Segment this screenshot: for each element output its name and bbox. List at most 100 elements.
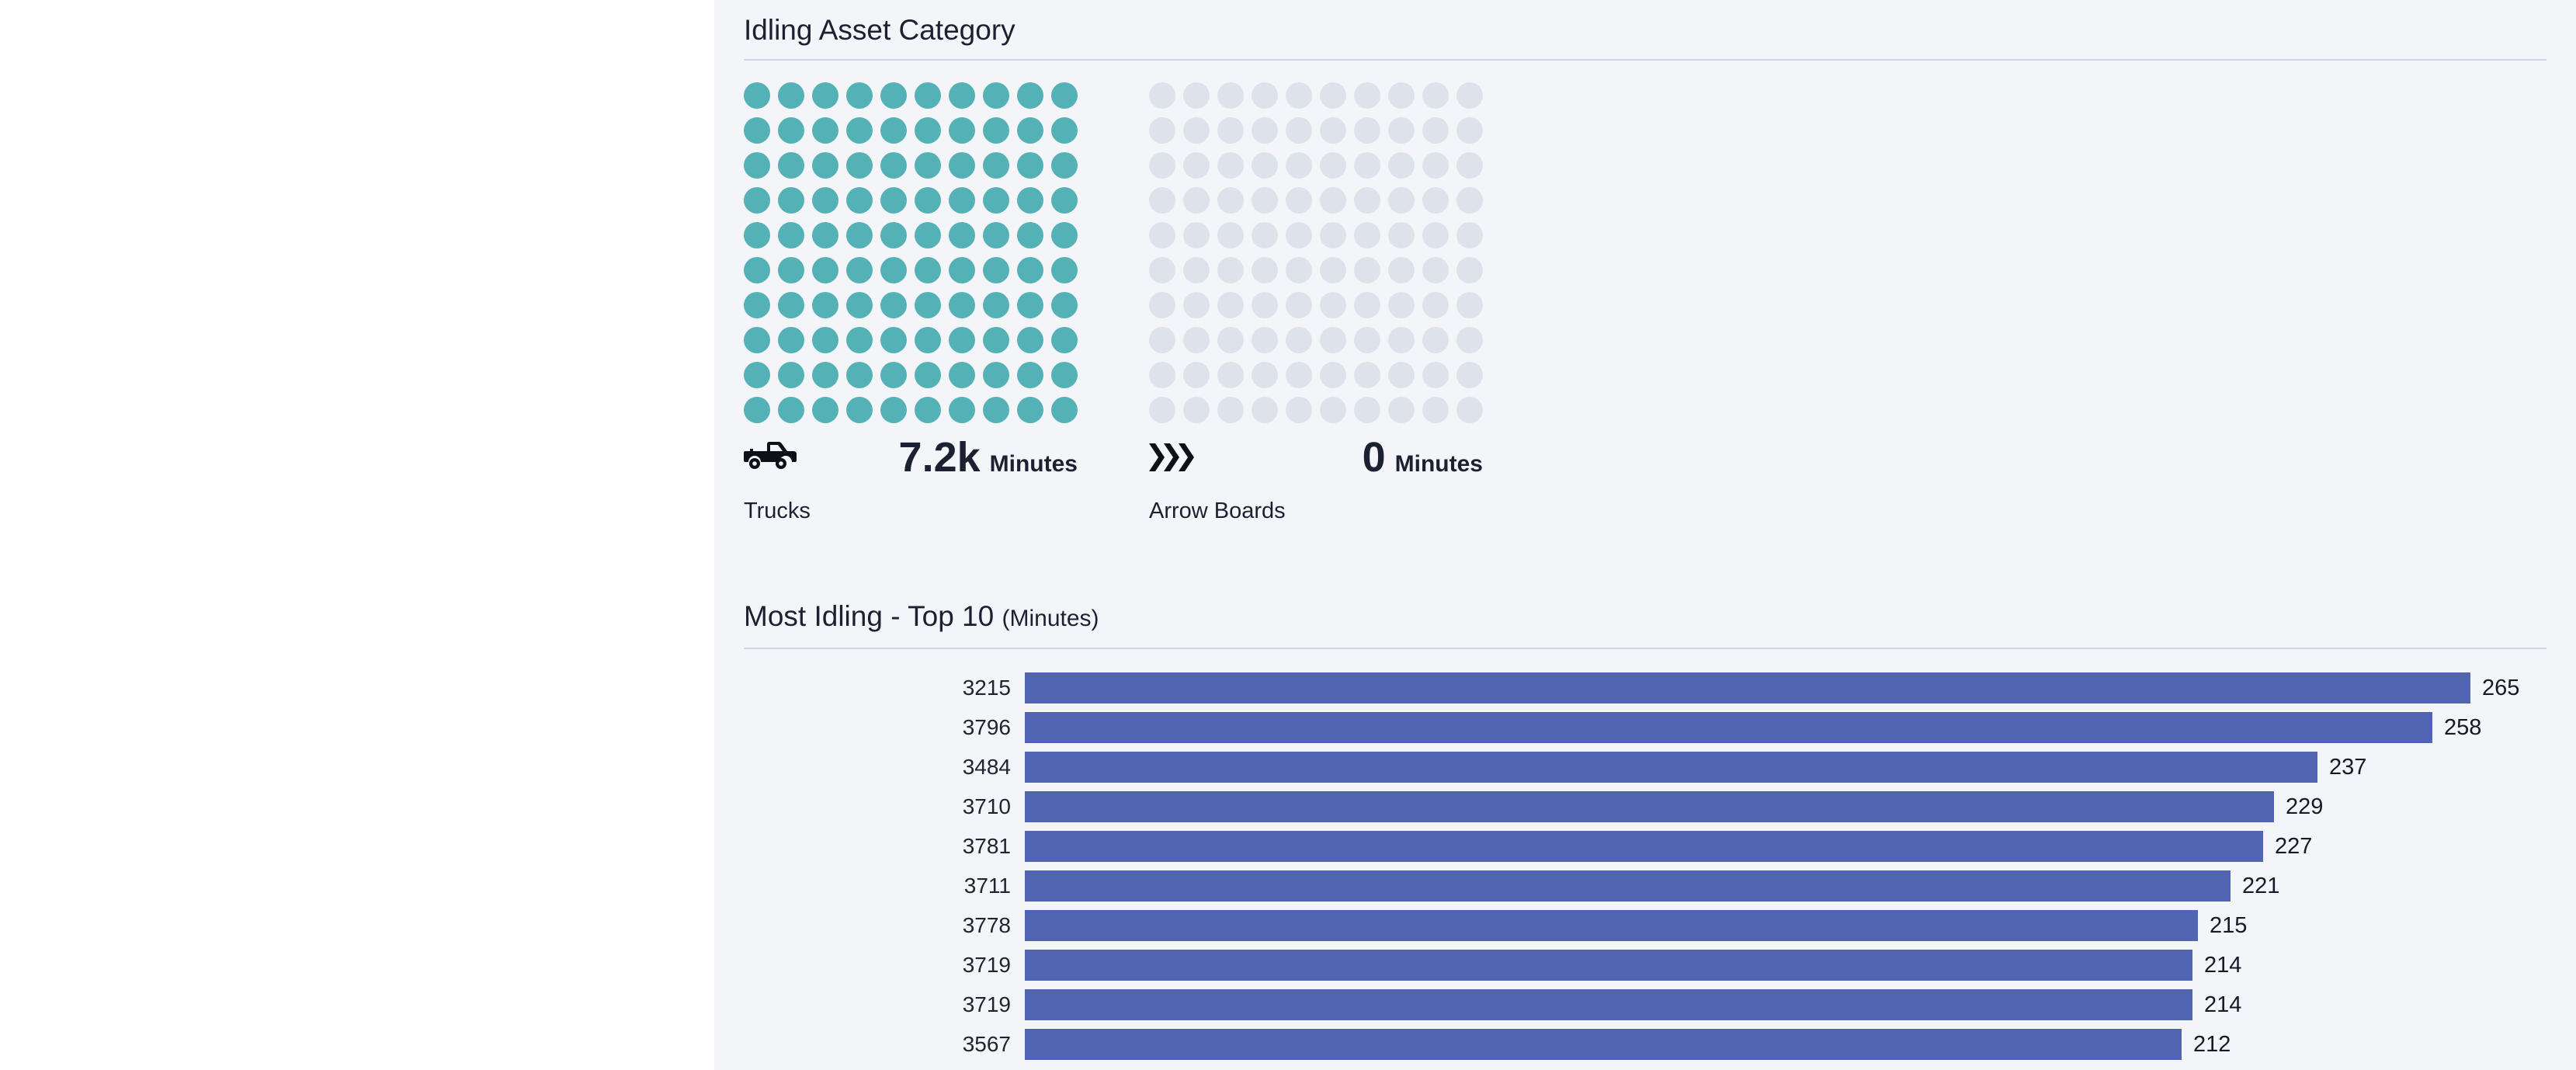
empty-dot <box>1354 187 1380 214</box>
filled-dot <box>778 82 804 109</box>
filled-dot <box>1017 117 1043 144</box>
empty-dot <box>1286 82 1312 109</box>
empty-dot <box>1183 82 1210 109</box>
empty-dot <box>1252 292 1278 318</box>
bar-value-label: 258 <box>2444 714 2482 740</box>
filled-dot <box>983 222 1009 248</box>
empty-dot <box>1456 327 1483 353</box>
filled-dot <box>949 257 975 283</box>
filled-dot <box>915 257 941 283</box>
empty-dot <box>1422 327 1449 353</box>
empty-dot <box>1354 397 1380 423</box>
empty-dot <box>1252 82 1278 109</box>
empty-dot <box>1252 117 1278 144</box>
empty-dot <box>1149 257 1175 283</box>
filled-dot <box>983 117 1009 144</box>
bar-category-label: 3719 <box>962 953 1011 977</box>
empty-dot <box>1320 117 1346 144</box>
filled-dot <box>880 257 907 283</box>
empty-dot <box>1354 362 1380 388</box>
filled-dot <box>880 82 907 109</box>
filled-dot <box>1051 187 1078 214</box>
arrow-boards-label: Arrow Boards <box>1149 499 1286 523</box>
bar-category-label: 3484 <box>962 755 1011 779</box>
empty-dot <box>1388 187 1415 214</box>
filled-dot <box>949 187 975 214</box>
filled-dot <box>812 187 838 214</box>
empty-dot <box>1422 362 1449 388</box>
empty-dot <box>1422 152 1449 179</box>
bar-category-label: 3796 <box>962 715 1011 739</box>
filled-dot <box>880 327 907 353</box>
filled-dot <box>949 117 975 144</box>
empty-dot <box>1217 327 1244 353</box>
filled-dot <box>949 327 975 353</box>
bar-chart-row: 3719 214 <box>744 950 2576 981</box>
empty-dot <box>1320 152 1346 179</box>
filled-dot <box>778 152 804 179</box>
filled-dot <box>983 362 1009 388</box>
filled-dot <box>1051 82 1078 109</box>
bar-chart-row: 3796 258 <box>744 712 2576 743</box>
empty-dot <box>1456 222 1483 248</box>
empty-dot <box>1422 222 1449 248</box>
bar-category-label: 3710 <box>962 794 1011 818</box>
bar-chart-row: 3215 265 <box>744 672 2576 703</box>
filled-dot <box>915 187 941 214</box>
filled-dot <box>812 222 838 248</box>
filled-dot <box>1051 327 1078 353</box>
empty-dot <box>1388 327 1415 353</box>
filled-dot <box>744 362 770 388</box>
filled-dot <box>1017 257 1043 283</box>
empty-dot <box>1320 82 1346 109</box>
empty-dot <box>1422 257 1449 283</box>
bar-chart-row: 3719 214 <box>744 989 2576 1020</box>
empty-dot <box>1354 152 1380 179</box>
empty-dot <box>1354 257 1380 283</box>
empty-dot <box>1149 397 1175 423</box>
empty-dot <box>1286 222 1312 248</box>
bar-chart-row: 3781 227 <box>744 831 2576 862</box>
empty-dot <box>1388 397 1415 423</box>
bar-value-label: 265 <box>2482 675 2520 700</box>
dashboard-panel: Idling Asset Category 7.2k Minutes Truck… <box>714 0 2576 1070</box>
empty-dot <box>1149 222 1175 248</box>
empty-dot <box>1252 397 1278 423</box>
empty-dot <box>1183 222 1210 248</box>
filled-dot <box>1017 397 1043 423</box>
filled-dot <box>915 82 941 109</box>
bar-value-label: 214 <box>2204 952 2242 978</box>
empty-dot <box>1286 362 1312 388</box>
empty-dot <box>1252 257 1278 283</box>
filled-dot <box>1017 82 1043 109</box>
filled-dot <box>744 292 770 318</box>
filled-dot <box>846 257 873 283</box>
empty-dot <box>1183 187 1210 214</box>
filled-dot <box>880 117 907 144</box>
filled-dot <box>812 397 838 423</box>
empty-dot <box>1183 257 1210 283</box>
filled-dot <box>778 257 804 283</box>
empty-dot <box>1286 152 1312 179</box>
empty-dot <box>1320 397 1346 423</box>
trucks-minutes-value: 7.2k <box>898 434 981 481</box>
filled-dot <box>880 397 907 423</box>
bar-category-label: 3778 <box>962 913 1011 937</box>
empty-dot <box>1149 327 1175 353</box>
filled-dot <box>1051 222 1078 248</box>
filled-dot <box>778 117 804 144</box>
filled-dot <box>778 362 804 388</box>
filled-dot <box>915 362 941 388</box>
empty-dot <box>1149 362 1175 388</box>
empty-dot <box>1388 292 1415 318</box>
filled-dot <box>983 292 1009 318</box>
filled-dot <box>778 327 804 353</box>
empty-dot <box>1183 117 1210 144</box>
empty-dot <box>1252 187 1278 214</box>
filled-dot <box>983 82 1009 109</box>
empty-dot <box>1286 257 1312 283</box>
bar-value-label: 214 <box>2204 992 2242 1017</box>
filled-dot <box>846 187 873 214</box>
filled-dot <box>1051 152 1078 179</box>
empty-dot <box>1183 152 1210 179</box>
